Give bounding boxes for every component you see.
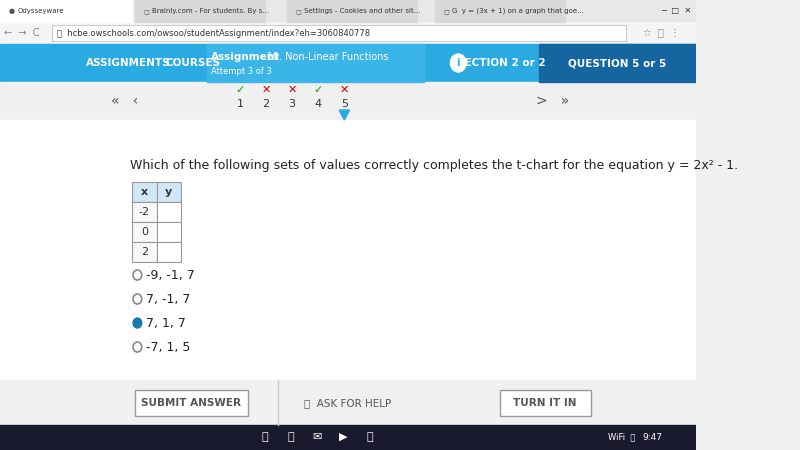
Bar xyxy=(207,44,424,82)
Text: ◻: ◻ xyxy=(296,8,302,14)
Text: Assignment: Assignment xyxy=(211,52,281,62)
Bar xyxy=(0,44,696,82)
Bar xyxy=(0,82,696,120)
Text: ✉: ✉ xyxy=(313,432,322,442)
Text: Which of the following sets of values correctly completes the t-chart for the eq: Which of the following sets of values co… xyxy=(130,158,738,171)
Text: -2: -2 xyxy=(138,207,150,217)
Circle shape xyxy=(133,294,142,304)
Text: -9, -1, 7: -9, -1, 7 xyxy=(146,269,195,282)
Text: ✕: ✕ xyxy=(340,85,349,95)
Bar xyxy=(0,380,696,425)
Text: Odysseyware: Odysseyware xyxy=(18,8,64,14)
Text: -7, 1, 5: -7, 1, 5 xyxy=(146,341,190,354)
Text: ▶: ▶ xyxy=(339,432,348,442)
Text: COURSES: COURSES xyxy=(166,58,221,68)
Bar xyxy=(0,0,132,22)
Text: 🌐: 🌐 xyxy=(262,432,269,442)
Text: ─  □  ✕: ─ □ ✕ xyxy=(661,6,691,15)
Bar xyxy=(287,0,418,22)
Circle shape xyxy=(133,318,142,328)
Text: «   ‹: « ‹ xyxy=(110,94,138,108)
Bar xyxy=(157,222,181,242)
Text: G  y = (3x + 1) on a graph that goe...: G y = (3x + 1) on a graph that goe... xyxy=(452,8,584,14)
Text: 🔒  hcbe.owschools.com/owsoo/studentAssignment/index?eh=3060840778: 🔒 hcbe.owschools.com/owsoo/studentAssign… xyxy=(57,28,370,37)
Text: Attempt 3 of 3: Attempt 3 of 3 xyxy=(211,67,272,76)
Bar xyxy=(157,242,181,262)
Text: ●: ● xyxy=(9,8,15,14)
Text: ✓: ✓ xyxy=(235,85,245,95)
Text: 5: 5 xyxy=(341,99,348,109)
Text: y: y xyxy=(165,187,172,197)
Text: SUBMIT ANSWER: SUBMIT ANSWER xyxy=(142,398,242,408)
Polygon shape xyxy=(339,110,350,120)
Text: 2: 2 xyxy=(141,247,148,257)
Text: 4: 4 xyxy=(314,99,322,109)
Text: ◻: ◻ xyxy=(143,8,150,14)
Text: Brainly.com - For students. By s...: Brainly.com - For students. By s... xyxy=(152,8,270,14)
Text: Settings - Cookies and other sit...: Settings - Cookies and other sit... xyxy=(304,8,421,14)
Bar xyxy=(0,22,696,44)
Bar xyxy=(52,25,626,41)
Text: WiFi  🔋: WiFi 🔋 xyxy=(608,432,635,441)
Text: ◻: ◻ xyxy=(443,8,450,14)
Bar xyxy=(0,425,696,450)
Bar xyxy=(134,0,266,22)
Bar xyxy=(132,242,157,262)
Text: ✓: ✓ xyxy=(314,85,323,95)
Text: - 10. Non-Linear Functions: - 10. Non-Linear Functions xyxy=(257,52,388,62)
Bar xyxy=(0,0,696,22)
Bar xyxy=(539,44,696,82)
Text: 7, -1, 7: 7, -1, 7 xyxy=(146,292,190,306)
Text: 1: 1 xyxy=(237,99,243,109)
Text: x: x xyxy=(141,187,148,197)
Text: ASSIGNMENTS: ASSIGNMENTS xyxy=(86,58,170,68)
Text: TURN IT IN: TURN IT IN xyxy=(514,398,577,408)
Text: 9:47: 9:47 xyxy=(642,432,662,441)
Text: 0: 0 xyxy=(141,227,148,237)
Text: >   »: > » xyxy=(535,94,569,108)
Bar xyxy=(500,390,591,416)
Text: 🔊: 🔊 xyxy=(366,432,373,442)
Text: i: i xyxy=(457,58,460,68)
Circle shape xyxy=(450,54,466,72)
Circle shape xyxy=(133,342,142,352)
Text: ✕: ✕ xyxy=(262,85,270,95)
Bar xyxy=(134,390,248,416)
Bar xyxy=(157,202,181,222)
Bar xyxy=(132,222,157,242)
Bar xyxy=(132,202,157,222)
Text: ←  →  C: ← → C xyxy=(4,28,40,38)
Text: 2: 2 xyxy=(262,99,270,109)
Text: ☆  🔖  ⋮: ☆ 🔖 ⋮ xyxy=(643,28,680,38)
Text: 3: 3 xyxy=(289,99,296,109)
Bar xyxy=(434,0,565,22)
Text: 🎵: 🎵 xyxy=(288,432,294,442)
Text: QUESTION 5 or 5: QUESTION 5 or 5 xyxy=(568,58,666,68)
Text: SECTION 2 or 2: SECTION 2 or 2 xyxy=(458,58,546,68)
Bar xyxy=(0,120,696,410)
Bar xyxy=(132,182,181,202)
Text: ❓  ASK FOR HELP: ❓ ASK FOR HELP xyxy=(304,398,391,408)
Circle shape xyxy=(133,270,142,280)
Text: ✕: ✕ xyxy=(287,85,297,95)
Text: 7, 1, 7: 7, 1, 7 xyxy=(146,316,186,329)
